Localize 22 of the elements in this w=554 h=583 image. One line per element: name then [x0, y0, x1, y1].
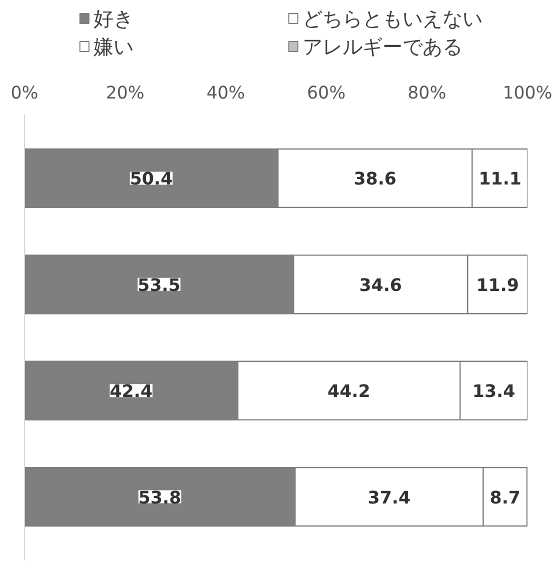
x-tick-label: 20%	[106, 84, 144, 104]
data-label: 11.1	[478, 170, 522, 190]
data-label: 50.4	[130, 170, 173, 190]
x-tick-label: 100%	[502, 84, 552, 104]
x-tick-label: 80%	[408, 84, 446, 104]
legend-label: どちらともいえない	[302, 6, 482, 30]
x-tick-label: 0%	[10, 84, 38, 104]
x-tick-label: 60%	[307, 84, 346, 104]
data-label: 8.7	[490, 488, 520, 508]
data-label: 42.4	[110, 382, 153, 402]
data-label: 37.4	[368, 488, 411, 508]
data-label: 53.8	[138, 488, 182, 508]
x-tick-label: 40%	[206, 84, 245, 104]
legend-label: アレルギーである	[302, 34, 462, 58]
data-label: 11.9	[476, 276, 519, 296]
legend-label: 嫌い	[94, 34, 134, 58]
data-label: 53.5	[138, 276, 180, 296]
data-label: 13.4	[472, 382, 516, 402]
data-label: 44.2	[328, 382, 370, 402]
data-label: 34.6	[359, 276, 402, 296]
data-label: 38.6	[354, 170, 396, 190]
legend-label: 好き	[94, 6, 134, 30]
